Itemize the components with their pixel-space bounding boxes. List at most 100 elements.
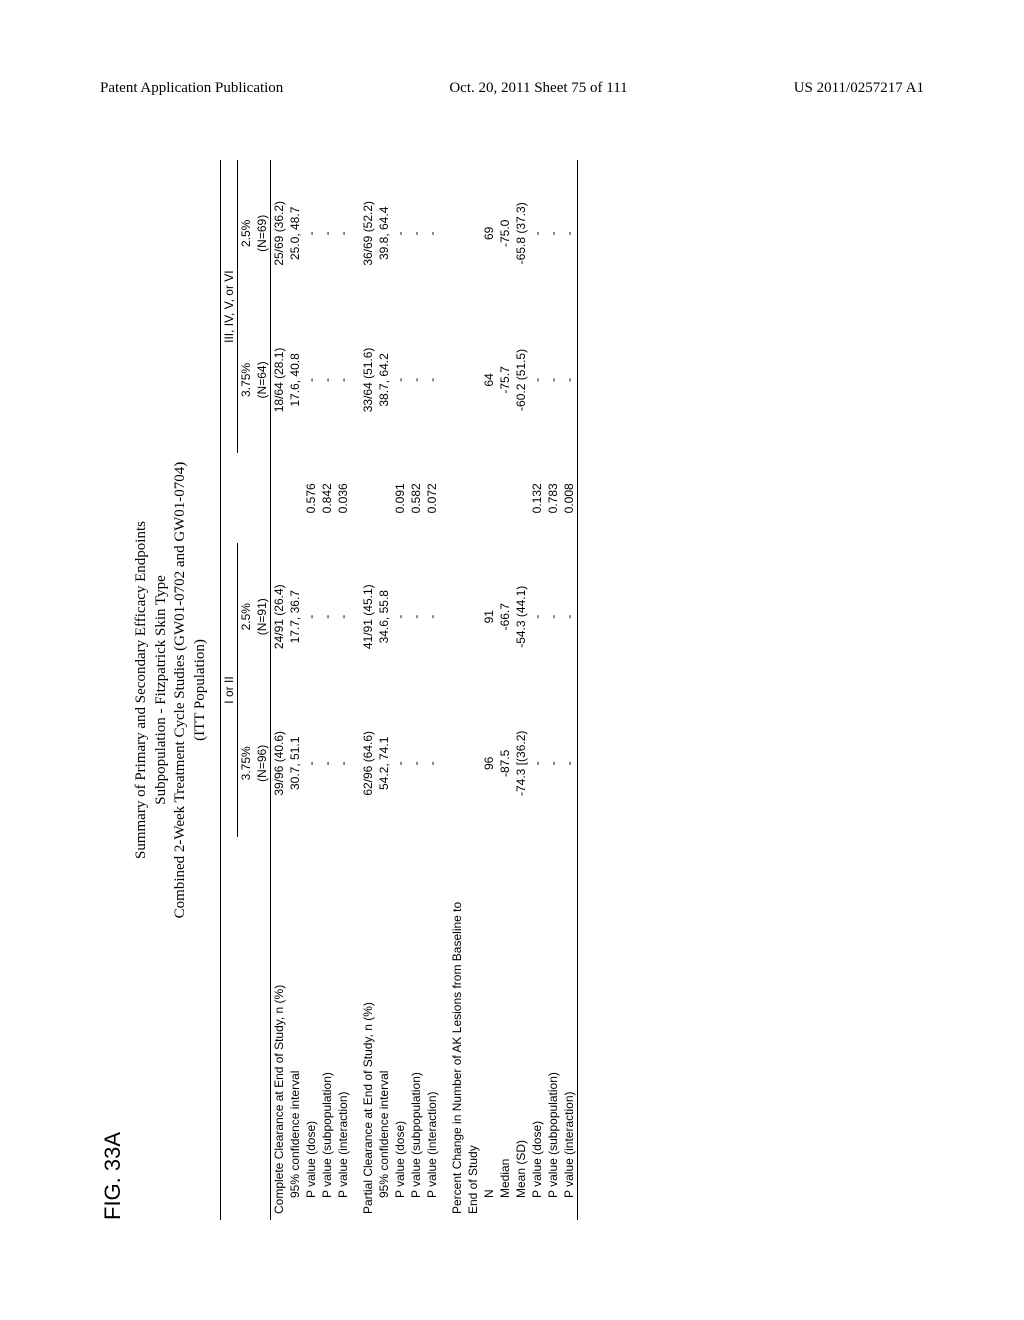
table-row: Complete Clearance at End of Study, n (%… bbox=[271, 160, 288, 1220]
col-n: (N=69) bbox=[254, 160, 271, 307]
table-row: P value (subpopulation) - - 0.582 - - bbox=[408, 160, 424, 1220]
row-label: P value (interaction) bbox=[561, 837, 578, 1220]
cell: 96 bbox=[481, 690, 497, 837]
cell: - bbox=[303, 690, 319, 837]
cell: - bbox=[392, 160, 408, 307]
row-label: 95% confidence interval bbox=[287, 837, 303, 1220]
table-row: 95% confidence interval 30.7, 51.1 17.7,… bbox=[287, 160, 303, 1220]
cell: - bbox=[408, 307, 424, 454]
cell: - bbox=[529, 543, 545, 690]
col-n: (N=91) bbox=[254, 543, 271, 690]
row-label: P value (dose) bbox=[529, 837, 545, 1220]
row-label: Mean (SD) bbox=[513, 837, 529, 1220]
cell: - bbox=[424, 543, 440, 690]
cell: 62/96 (64.6) bbox=[351, 690, 376, 837]
section-title: Complete Clearance at End of Study, n (%… bbox=[271, 837, 288, 1220]
cell: - bbox=[424, 160, 440, 307]
cell: 38.7, 64.2 bbox=[376, 307, 392, 454]
cell bbox=[497, 453, 513, 543]
table-row: P value (interaction) - - 0.036 - - bbox=[335, 160, 351, 1220]
cell: 25.0, 48.7 bbox=[287, 160, 303, 307]
cell: 39/96 (40.6) bbox=[271, 690, 288, 837]
cell: - bbox=[545, 160, 561, 307]
row-label: P value (subpopulation) bbox=[545, 837, 561, 1220]
cell: 0.582 bbox=[408, 453, 424, 543]
cell: - bbox=[529, 307, 545, 454]
cell: - bbox=[319, 160, 335, 307]
cell: 69 bbox=[481, 160, 497, 307]
header-right: US 2011/0257217 A1 bbox=[794, 80, 924, 97]
row-label: Median bbox=[497, 837, 513, 1220]
table-row: N 96 91 64 69 bbox=[481, 160, 497, 1220]
row-label: P value (subpopulation) bbox=[408, 837, 424, 1220]
table-row: Mean (SD) -74.3 [(36.2) -54.3 (44.1) -60… bbox=[513, 160, 529, 1220]
cell: - bbox=[303, 307, 319, 454]
header-center: Oct. 20, 2011 Sheet 75 of 111 bbox=[449, 80, 627, 97]
cell: -87.5 bbox=[497, 690, 513, 837]
cell: -75.0 bbox=[497, 160, 513, 307]
group1-header: I or II bbox=[221, 543, 238, 836]
table-row: P value (subpopulation) - - 0.783 - - bbox=[545, 160, 561, 1220]
cell: - bbox=[392, 543, 408, 690]
col-header: 2.5% bbox=[238, 160, 255, 307]
cell: 25/69 (36.2) bbox=[271, 160, 288, 307]
table-row: 3.75% 2.5% 3.75% 2.5% bbox=[238, 160, 255, 1220]
table-title: Summary of Primary and Secondary Efficac… bbox=[132, 160, 210, 1220]
cell: 17.6, 40.8 bbox=[287, 307, 303, 454]
cell: 0.036 bbox=[335, 453, 351, 543]
table-row: P value (interaction) - - 0.072 - - bbox=[424, 160, 440, 1220]
cell: - bbox=[335, 307, 351, 454]
table-row: P value (interaction) - - 0.008 - - bbox=[561, 160, 578, 1220]
cell: 0.072 bbox=[424, 453, 440, 543]
cell bbox=[376, 453, 392, 543]
cell: - bbox=[319, 307, 335, 454]
cell: - bbox=[408, 690, 424, 837]
row-label: P value (dose) bbox=[392, 837, 408, 1220]
cell: - bbox=[319, 543, 335, 690]
cell: - bbox=[424, 307, 440, 454]
table-row: P value (dose) - - 0.576 - - bbox=[303, 160, 319, 1220]
header-left: Patent Application Publication bbox=[100, 80, 283, 97]
cell: - bbox=[408, 160, 424, 307]
table-row: 95% confidence interval 54.2, 74.1 34.6,… bbox=[376, 160, 392, 1220]
cell: 0.008 bbox=[561, 453, 578, 543]
cell: -66.7 bbox=[497, 543, 513, 690]
cell: - bbox=[408, 543, 424, 690]
cell: - bbox=[545, 543, 561, 690]
col-header: 3.75% bbox=[238, 690, 255, 837]
group2-header: III, IV, V, or VI bbox=[221, 160, 238, 453]
cell: - bbox=[335, 690, 351, 837]
cell: 0.132 bbox=[529, 453, 545, 543]
figure-label: FIG. 33A bbox=[100, 160, 126, 1220]
cell: - bbox=[424, 690, 440, 837]
col-n: (N=96) bbox=[254, 690, 271, 837]
col-n: (N=64) bbox=[254, 307, 271, 454]
col-header: 2.5% bbox=[238, 543, 255, 690]
cell: 0.842 bbox=[319, 453, 335, 543]
cell: - bbox=[335, 543, 351, 690]
table-row: P value (subpopulation) - - 0.842 - - bbox=[319, 160, 335, 1220]
title-line2: Subpopulation - Fitzpatrick Skin Type bbox=[152, 160, 172, 1220]
cell: - bbox=[529, 160, 545, 307]
cell: - bbox=[529, 690, 545, 837]
section-title: Percent Change in Number of AK Lesions f… bbox=[440, 160, 465, 1220]
cell: - bbox=[319, 690, 335, 837]
cell: 91 bbox=[481, 543, 497, 690]
cell: 0.576 bbox=[303, 453, 319, 543]
cell: 64 bbox=[481, 307, 497, 454]
table-row: End of Study bbox=[465, 160, 481, 1220]
cell: -74.3 [(36.2) bbox=[513, 690, 529, 837]
cell bbox=[271, 453, 288, 543]
cell: - bbox=[561, 160, 578, 307]
page-header: Patent Application Publication Oct. 20, … bbox=[100, 80, 924, 97]
section-subtitle: End of Study bbox=[465, 160, 481, 1220]
section-title: Partial Clearance at End of Study, n (%) bbox=[351, 837, 376, 1220]
cell: 18/64 (28.1) bbox=[271, 307, 288, 454]
table-row: Partial Clearance at End of Study, n (%)… bbox=[351, 160, 376, 1220]
table-row: (N=96) (N=91) (N=64) (N=69) bbox=[254, 160, 271, 1220]
cell bbox=[513, 453, 529, 543]
table-row: P value (dose) - - 0.132 - - bbox=[529, 160, 545, 1220]
cell bbox=[351, 453, 376, 543]
cell: - bbox=[561, 690, 578, 837]
row-label: N bbox=[481, 837, 497, 1220]
